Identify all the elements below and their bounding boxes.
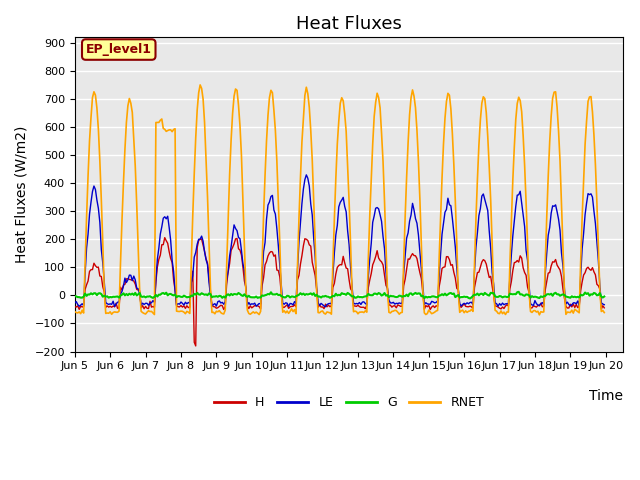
Legend: H, LE, G, RNET: H, LE, G, RNET xyxy=(209,391,489,414)
Line: H: H xyxy=(75,238,604,346)
Y-axis label: Heat Fluxes (W/m2): Heat Fluxes (W/m2) xyxy=(15,126,29,263)
Line: G: G xyxy=(75,292,604,299)
Line: RNET: RNET xyxy=(75,85,604,315)
Title: Heat Fluxes: Heat Fluxes xyxy=(296,15,402,33)
Line: LE: LE xyxy=(75,175,604,307)
Text: EP_level1: EP_level1 xyxy=(86,43,152,56)
X-axis label: Time: Time xyxy=(589,389,623,403)
